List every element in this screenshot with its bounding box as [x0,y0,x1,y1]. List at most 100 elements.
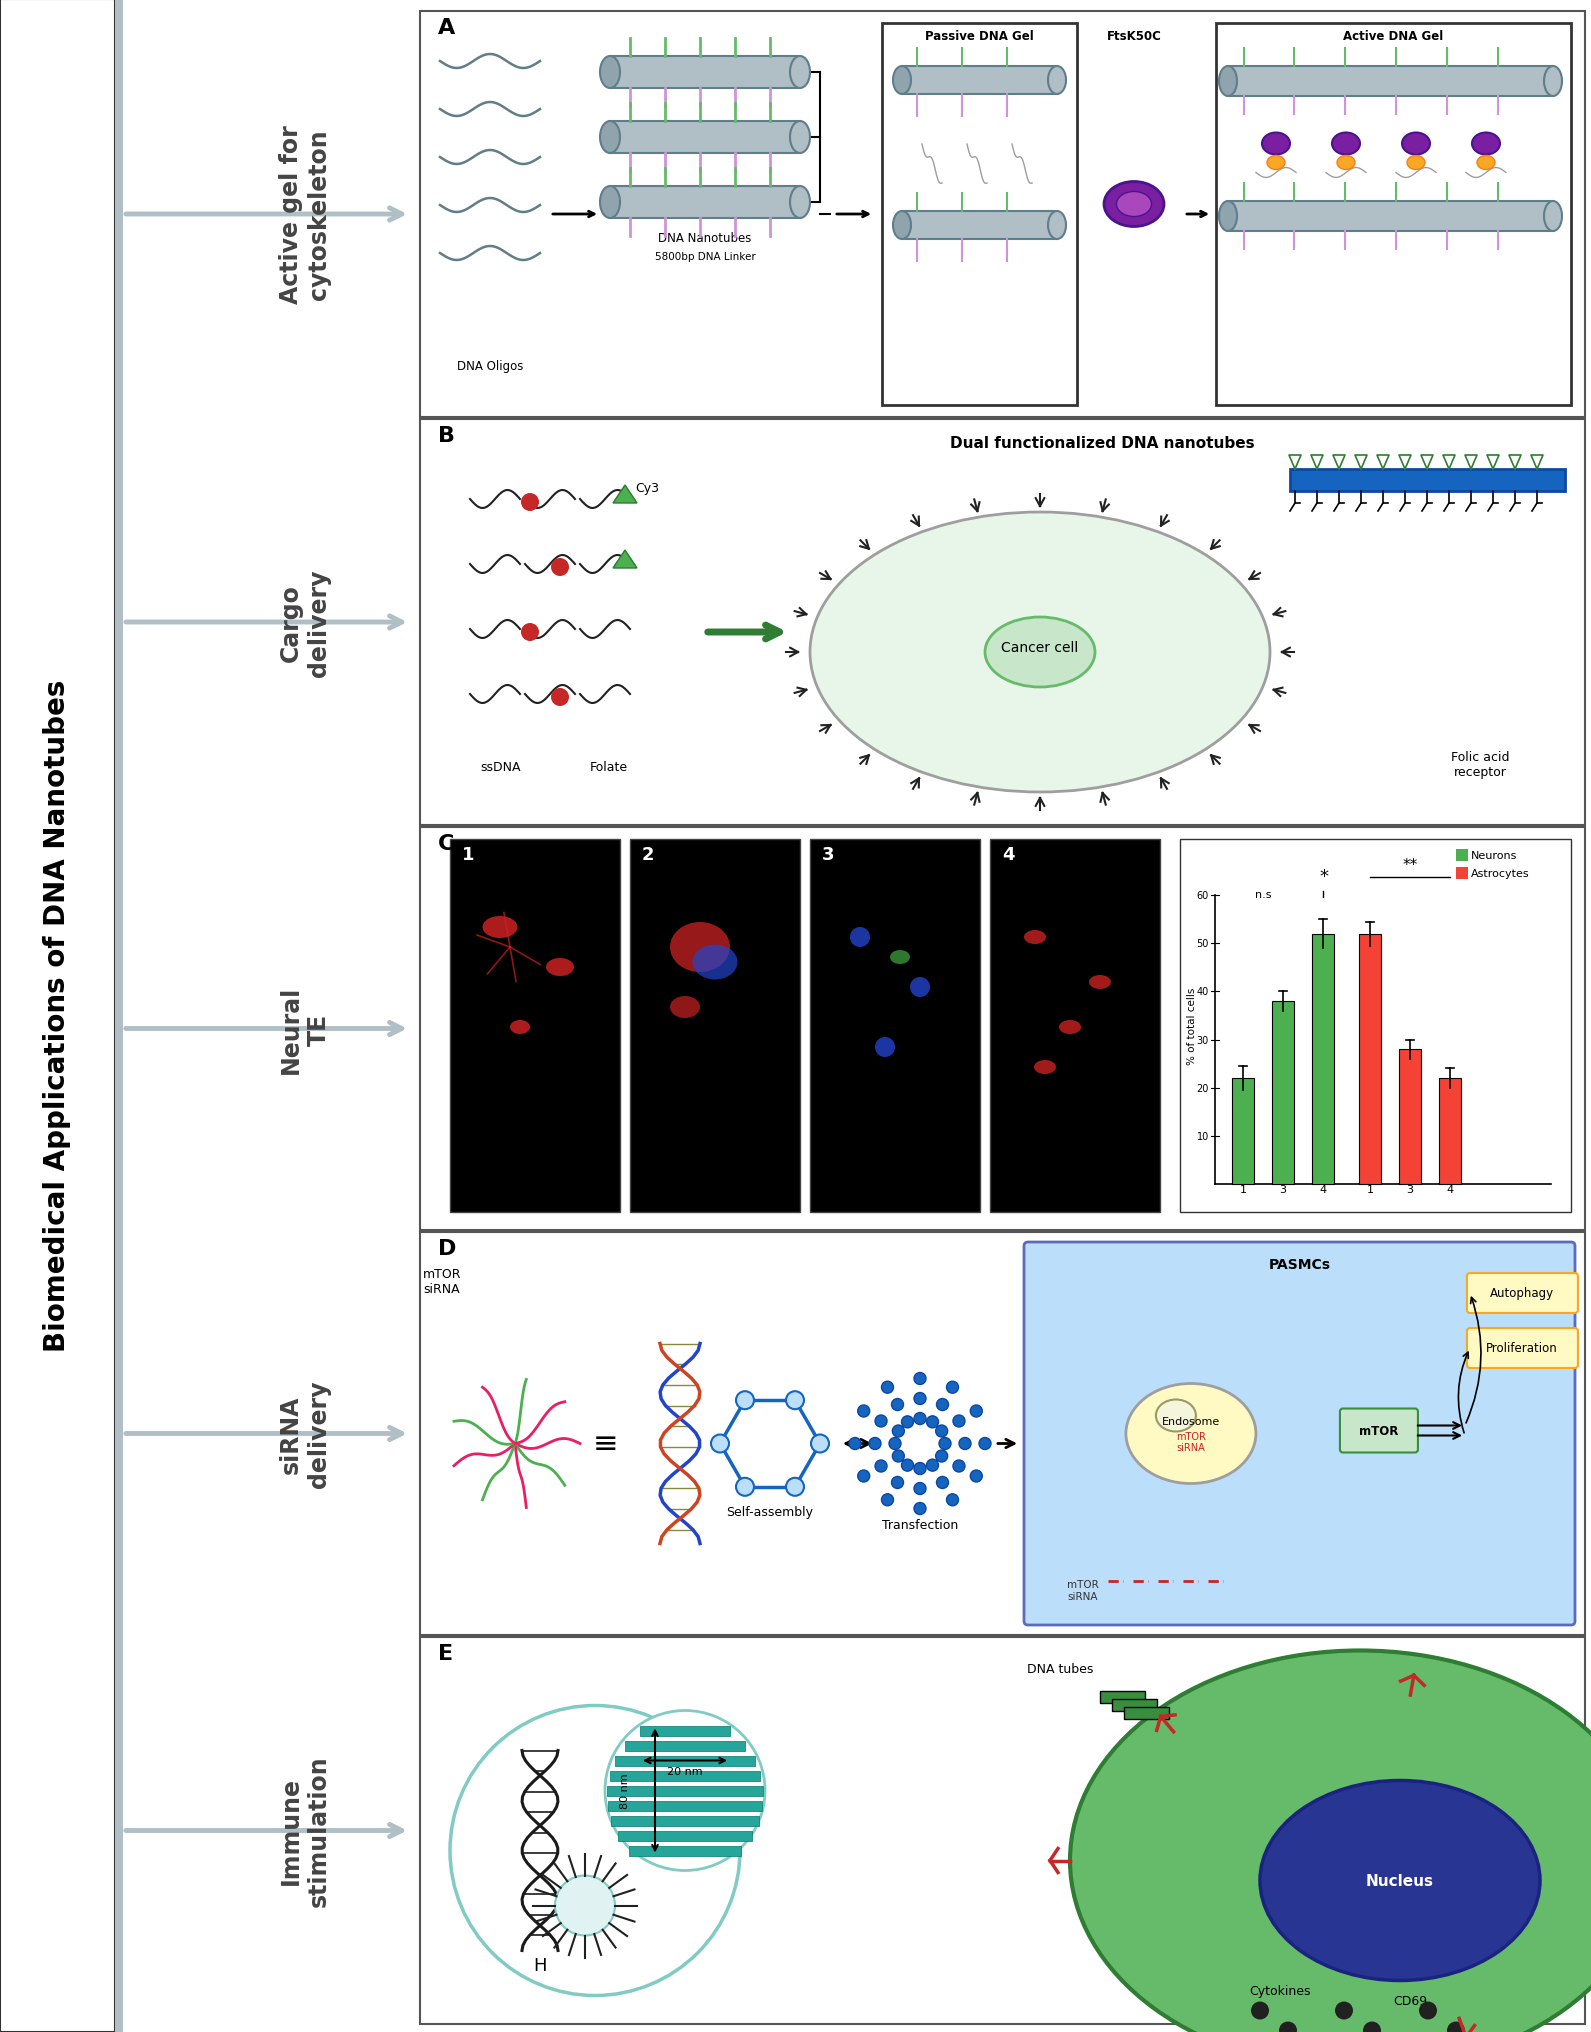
Bar [881,24,1077,406]
FancyBboxPatch shape [1340,1408,1418,1453]
Bar [115,0,123,2032]
Circle shape [978,1439,991,1449]
Text: Self-assembly: Self-assembly [727,1506,813,1518]
Ellipse shape [889,951,910,965]
Bar [1181,839,1570,1213]
Bar [1313,935,1333,1185]
Ellipse shape [1406,156,1426,171]
Ellipse shape [1336,156,1356,171]
Circle shape [811,1435,829,1453]
Circle shape [953,1416,966,1426]
Text: Passive DNA Gel: Passive DNA Gel [924,30,1034,43]
Circle shape [550,559,570,577]
Text: 10: 10 [1196,1132,1209,1142]
Circle shape [902,1459,913,1471]
Ellipse shape [1117,193,1152,217]
Ellipse shape [1260,1780,1540,1981]
Circle shape [947,1382,958,1394]
Ellipse shape [791,122,810,154]
Circle shape [947,1494,958,1506]
Text: CD69: CD69 [1394,1993,1427,2008]
Ellipse shape [1157,1400,1196,1433]
Circle shape [1335,2002,1352,2020]
Text: Endosome: Endosome [1161,1416,1220,1426]
Text: E: E [438,1644,453,1662]
Circle shape [936,1451,948,1463]
Circle shape [891,1398,904,1410]
Text: mTOR
siRNA: mTOR siRNA [423,1268,461,1294]
Circle shape [913,1374,926,1386]
Bar [1231,1079,1254,1185]
Bar [420,1638,1585,2024]
Ellipse shape [600,57,620,89]
Ellipse shape [546,959,574,977]
Ellipse shape [600,122,620,154]
Circle shape [875,1416,888,1426]
Circle shape [902,1416,913,1428]
Circle shape [893,1451,904,1463]
Circle shape [550,689,570,707]
Circle shape [858,1471,870,1481]
Bar [990,839,1160,1213]
Circle shape [737,1392,754,1410]
Text: 3: 3 [1279,1185,1287,1195]
Circle shape [936,1424,948,1437]
Ellipse shape [482,916,517,939]
Bar [1456,868,1468,880]
Ellipse shape [1048,67,1066,96]
Text: 3: 3 [823,845,835,864]
Ellipse shape [670,923,730,973]
Circle shape [520,494,539,512]
Bar [1123,1707,1169,1719]
Circle shape [913,1483,926,1496]
Polygon shape [613,551,636,569]
Ellipse shape [1034,1061,1056,1075]
Ellipse shape [791,187,810,219]
Circle shape [913,1463,926,1475]
Text: Biomedical Applications of DNA Nanotubes: Biomedical Applications of DNA Nanotubes [43,679,72,1351]
Circle shape [605,1711,765,1871]
Circle shape [959,1439,971,1449]
Ellipse shape [1104,183,1165,228]
Circle shape [939,1439,951,1449]
Circle shape [850,1439,861,1449]
Circle shape [869,1439,881,1449]
Bar [616,1756,756,1766]
Circle shape [913,1412,926,1424]
Text: 1: 1 [1367,1185,1373,1195]
Circle shape [875,1038,896,1057]
Text: DNA Nanotubes: DNA Nanotubes [659,232,751,246]
Circle shape [450,1705,740,1995]
Text: ssDNA: ssDNA [480,760,520,774]
Text: 1: 1 [461,845,474,864]
Ellipse shape [1472,134,1500,154]
Text: 4: 4 [1446,1185,1454,1195]
Ellipse shape [1543,201,1562,232]
Circle shape [737,1477,754,1496]
Circle shape [1363,2022,1381,2032]
Circle shape [891,1477,904,1489]
Text: Folic acid
receptor: Folic acid receptor [1451,750,1510,778]
Ellipse shape [1266,156,1286,171]
Ellipse shape [511,1020,530,1034]
Polygon shape [613,486,636,504]
Circle shape [555,1876,616,1936]
Ellipse shape [600,187,620,219]
Text: Active DNA Gel: Active DNA Gel [1343,30,1443,43]
Ellipse shape [810,512,1270,792]
Bar [420,1231,1585,1636]
Text: ≡: ≡ [592,1428,617,1459]
Ellipse shape [1025,931,1045,945]
Bar [0,0,115,2032]
FancyBboxPatch shape [1467,1274,1578,1313]
Bar [608,1800,762,1811]
Text: *: * [1319,868,1328,886]
Text: D: D [438,1237,457,1258]
Text: Astrocytes: Astrocytes [1472,868,1529,878]
Bar [1290,469,1566,492]
FancyBboxPatch shape [1025,1242,1575,1626]
Text: Cancer cell: Cancer cell [1001,640,1079,654]
Circle shape [971,1406,982,1416]
Text: H: H [533,1957,547,1975]
Ellipse shape [1332,134,1360,154]
